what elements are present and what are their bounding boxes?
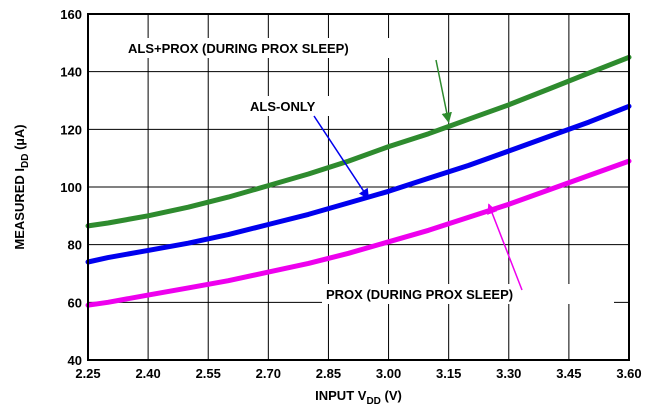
y-tick-label: 100: [60, 180, 82, 195]
x-tick-label: 2.55: [196, 366, 221, 381]
annotation-als-only-label: ALS-ONLY: [250, 99, 316, 114]
y-axis-title-unit: (µA): [12, 124, 27, 153]
x-tick-label: 2.25: [75, 366, 100, 381]
annotation-als-only-background: [244, 96, 344, 116]
series-line-1: [85, 103, 632, 265]
annotation-als-only: ALS-ONLY: [244, 96, 370, 200]
x-tick-label: 2.70: [256, 366, 281, 381]
y-tick-label: 140: [60, 65, 82, 80]
annotation-als-prox-background: [124, 38, 444, 58]
x-tick-label: 3.45: [556, 366, 581, 381]
plot-area-frame: [87, 13, 630, 361]
series-line-0: [85, 54, 632, 229]
y-tick-label: 40: [68, 353, 82, 368]
y-axis-title-subscript: DD: [20, 154, 31, 168]
series-group: [85, 54, 632, 308]
x-tick-label: 2.85: [316, 366, 341, 381]
annotation-als-prox-arrow: [435, 59, 452, 124]
tick-labels: 2.25 2.40 2.55 2.70 2.85 3.00 3.15 3.30 3.45 3.60…: [60, 7, 641, 381]
y-tick-label: 120: [60, 122, 82, 137]
x-tick-label: 3.00: [376, 366, 401, 381]
annotation-als-prox-label: ALS+PROX (DURING PROX SLEEP): [128, 41, 349, 56]
annotation-prox-arrow: [487, 203, 523, 291]
x-axis-title-unit: (V): [381, 388, 402, 403]
x-tick-label: 3.30: [496, 366, 521, 381]
x-axis-title: INPUT VDD (V): [315, 388, 402, 407]
y-tick-label: 60: [68, 295, 82, 310]
y-tick-label: 160: [60, 7, 82, 22]
annotation-als-only-arrow: [313, 115, 370, 200]
annotation-prox-background: [322, 284, 614, 304]
x-tick-label: 3.60: [616, 366, 641, 381]
y-axis-title-main: MEASURED I: [12, 168, 27, 250]
x-tick-label: 3.15: [436, 366, 461, 381]
y-tick-label: 80: [68, 238, 82, 253]
x-axis-title-main: INPUT V: [315, 388, 367, 403]
annotation-prox: PROX (DURING PROX SLEEP): [322, 203, 614, 304]
y-axis-title: MEASURED IDD (µA): [12, 124, 31, 249]
series-line-2: [85, 158, 632, 308]
annotation-als-prox: ALS+PROX (DURING PROX SLEEP): [124, 38, 452, 124]
gridlines: [88, 14, 629, 360]
x-tick-label: 2.40: [135, 366, 160, 381]
annotation-prox-label: PROX (DURING PROX SLEEP): [326, 287, 513, 302]
x-axis-title-subscript: DD: [366, 396, 380, 407]
